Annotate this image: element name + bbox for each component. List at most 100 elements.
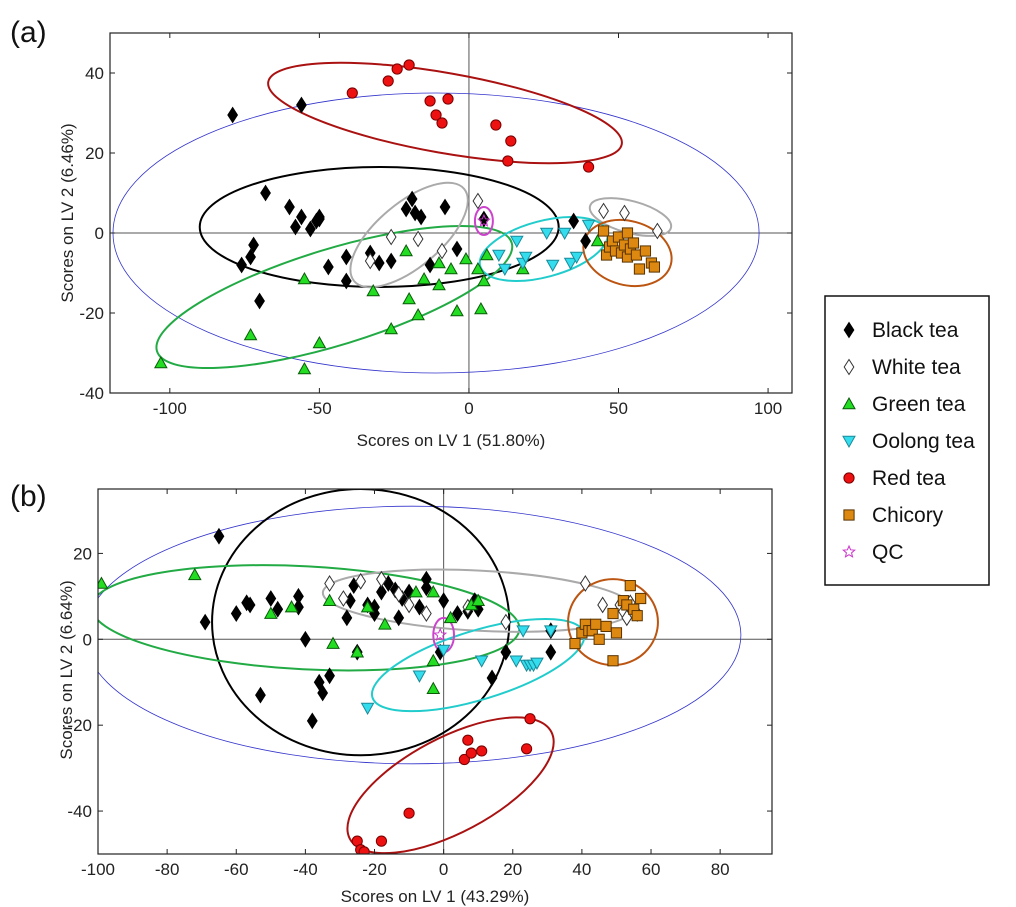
point-chicory — [624, 580, 636, 592]
point-red-tea — [403, 807, 415, 819]
point-red-tea — [476, 745, 488, 757]
point-chicory — [639, 245, 652, 257]
point-green-tea — [98, 576, 109, 589]
legend-marker-qc — [842, 544, 856, 558]
x-tick-label: 100 — [754, 399, 782, 418]
point-black-tea — [255, 686, 266, 704]
point-chicory — [648, 261, 661, 273]
point-black-tea — [385, 252, 397, 270]
point-chicory — [607, 655, 619, 667]
point-black-tea — [227, 106, 239, 124]
point-white-tea — [500, 613, 512, 631]
point-red-tea — [382, 75, 394, 87]
point-oolong-tea — [497, 263, 512, 277]
point-white-tea — [652, 222, 663, 240]
point-oolong-tea — [563, 257, 578, 271]
point-green-tea — [399, 243, 413, 257]
point-black-tea — [299, 630, 311, 648]
series-red-tea-a — [346, 59, 595, 173]
legend-label: Red tea — [872, 467, 946, 490]
confidence-ellipse-b-0 — [98, 505, 742, 765]
x-tick-label: 40 — [572, 860, 591, 879]
point-black-tea — [486, 669, 498, 687]
point-green-tea — [350, 645, 365, 658]
point-white-tea — [598, 202, 609, 220]
point-green-tea — [432, 255, 446, 269]
point-black-tea — [236, 256, 248, 274]
series-chicory-a — [597, 225, 661, 275]
y-axis-label-a: Scores on LV 2 (6.46%) — [58, 123, 77, 302]
point-black-tea — [424, 256, 436, 274]
point-white-tea — [385, 228, 397, 246]
series-green-tea-b — [98, 567, 486, 694]
point-chicory — [610, 627, 623, 639]
point-green-tea — [312, 335, 327, 349]
point-black-tea — [415, 208, 427, 226]
point-chicory — [593, 633, 605, 645]
point-oolong-tea — [474, 655, 489, 668]
point-red-tea — [490, 119, 502, 131]
y-tick-label: 20 — [73, 544, 92, 563]
point-green-tea — [443, 610, 458, 624]
point-red-tea — [458, 753, 470, 766]
point-green-tea — [378, 617, 392, 630]
point-black-tea — [265, 590, 277, 607]
point-black-tea — [420, 579, 432, 597]
point-black-tea — [305, 220, 316, 238]
legend-marker-white-tea — [843, 358, 855, 376]
confidence-ellipse-b-1 — [211, 489, 511, 757]
x-tick-label: -80 — [155, 860, 180, 879]
point-green-tea — [326, 636, 340, 649]
point-black-tea — [406, 190, 418, 208]
point-green-tea — [187, 567, 202, 581]
point-black-tea — [317, 684, 329, 702]
legend-marker-red-tea — [843, 472, 855, 484]
confidence-ellipse-a-2 — [267, 61, 623, 165]
point-red-tea — [391, 63, 403, 75]
point-oolong-tea — [516, 625, 530, 638]
y-tick-label: -40 — [67, 802, 92, 821]
point-oolong-tea — [569, 251, 584, 265]
point-red-tea — [505, 135, 517, 147]
point-green-tea — [297, 361, 312, 375]
point-green-tea — [590, 233, 605, 247]
series-red-tea-b — [351, 713, 536, 854]
x-tick-label: -100 — [81, 860, 115, 879]
point-black-tea — [341, 609, 353, 627]
legend-item-oolong-tea: Oolong tea — [842, 430, 975, 453]
point-black-tea — [545, 643, 557, 661]
point-chicory — [633, 263, 646, 275]
point-oolong-tea — [412, 670, 427, 683]
x-tick-label: -60 — [224, 860, 249, 879]
point-green-tea — [154, 355, 168, 369]
point-red-tea — [582, 161, 595, 173]
point-black-tea — [324, 667, 335, 685]
point-red-tea — [358, 846, 370, 854]
point-chicory — [607, 607, 619, 620]
point-white-tea — [472, 192, 484, 210]
point-qc — [433, 627, 448, 641]
point-qc — [476, 213, 491, 227]
legend-item-qc: QC — [842, 541, 904, 564]
point-black-tea — [213, 527, 225, 545]
point-black-tea — [409, 204, 421, 222]
point-green-tea — [411, 307, 425, 321]
point-green-tea — [459, 251, 473, 265]
y-tick-label: -20 — [79, 304, 104, 323]
legend-label: QC — [872, 541, 904, 564]
confidence-ellipse-b-6 — [346, 716, 555, 854]
legend-label: Green tea — [872, 393, 966, 416]
point-green-tea — [243, 327, 258, 341]
y-tick-label: -20 — [67, 716, 92, 735]
legend-label: Chicory — [872, 504, 944, 527]
point-oolong-tea — [581, 219, 596, 233]
series-white-tea-a — [364, 192, 663, 270]
point-white-tea — [597, 596, 609, 614]
point-oolong-tea — [509, 655, 524, 668]
point-green-tea — [284, 600, 299, 613]
point-oolong-tea — [557, 227, 572, 241]
point-black-tea — [306, 712, 318, 730]
x-tick-label: 0 — [439, 860, 448, 879]
point-red-tea — [346, 87, 358, 99]
point-green-tea — [322, 593, 337, 606]
